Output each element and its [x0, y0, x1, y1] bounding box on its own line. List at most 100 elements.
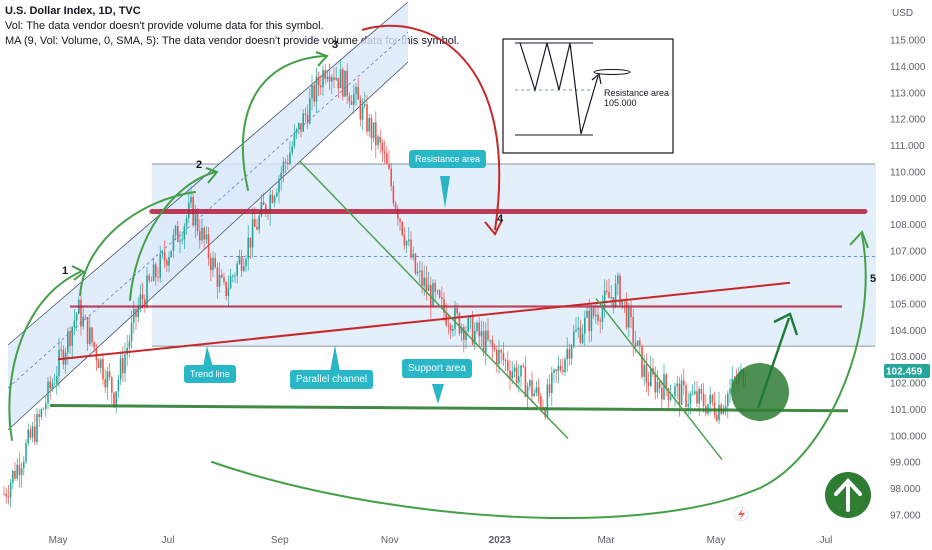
candle-body [526, 386, 529, 397]
candle [432, 279, 434, 307]
candle [654, 366, 656, 400]
candle [218, 262, 221, 293]
candle-body [157, 276, 159, 278]
callout-trend-pointer [203, 346, 213, 367]
candle-body [282, 161, 285, 173]
candle [641, 345, 643, 380]
candle-body [181, 239, 183, 241]
candle-body [93, 342, 95, 348]
candle [368, 113, 370, 137]
candle-body [522, 365, 524, 367]
candle-body [212, 257, 214, 271]
candle-body [7, 496, 10, 498]
candle-body [135, 308, 137, 317]
candle-body [493, 347, 496, 350]
candle-body [663, 374, 665, 400]
candle [247, 224, 249, 271]
candle [599, 317, 601, 334]
candle [108, 362, 111, 381]
candle [570, 344, 573, 365]
candle-body [676, 383, 678, 387]
candle [20, 462, 23, 488]
wave-number-2: 2 [196, 159, 202, 171]
candle-body [229, 276, 232, 289]
candle-body [700, 388, 703, 394]
candle-body [467, 317, 469, 332]
y-tick-label: 105.000 [890, 299, 927, 310]
y-tick-label: 104.000 [890, 326, 927, 337]
candle [619, 272, 621, 307]
current-price-label: 102.459 [886, 366, 923, 377]
candle [434, 279, 436, 301]
candle-body [368, 117, 370, 132]
candle-body [513, 367, 516, 372]
candle-body [456, 307, 458, 314]
candle [166, 257, 168, 273]
inset-zigzag [519, 42, 599, 135]
candle [130, 310, 133, 349]
y-tick-label: 111.000 [890, 141, 925, 152]
candle [342, 66, 344, 101]
candle-body [311, 85, 313, 99]
candle [106, 366, 109, 400]
candle-body [711, 394, 714, 403]
y-tick-label: 112.000 [890, 115, 926, 126]
candle-body [359, 99, 362, 120]
candle-body [249, 237, 252, 248]
y-tick-label: 113.000 [890, 88, 926, 99]
candle-body [293, 132, 296, 147]
candle-body [548, 384, 551, 394]
candle-body [12, 471, 14, 483]
candle [163, 240, 166, 268]
candle-body [482, 331, 485, 353]
legend-title: U.S. Dollar Index, 1D, TVC [5, 5, 141, 17]
candle-body [621, 299, 623, 305]
candle-body [306, 114, 309, 124]
candle [144, 294, 146, 313]
candle-body [449, 325, 452, 331]
candle-body [80, 299, 82, 327]
time-axis-bg [0, 528, 882, 550]
candle [573, 324, 575, 349]
candle [291, 140, 293, 156]
candle-body [524, 366, 527, 397]
candle-body [568, 349, 571, 359]
candle-body [471, 316, 474, 345]
candle [698, 386, 700, 416]
candle-body [487, 330, 489, 341]
candle [93, 341, 95, 353]
candle-body [434, 282, 436, 292]
candle-body [317, 76, 320, 86]
candle [636, 340, 639, 346]
candle [474, 322, 476, 350]
candle [559, 358, 562, 373]
candle-body [31, 426, 34, 438]
candle [452, 324, 454, 337]
candle-body [353, 93, 355, 105]
candle-body [91, 327, 93, 343]
candle-body [172, 234, 175, 251]
candle [491, 335, 494, 359]
candle-body [117, 379, 120, 392]
candle [522, 363, 524, 369]
candle-body [49, 381, 51, 389]
candle-body [729, 388, 731, 394]
candle-body [504, 360, 507, 361]
candle [614, 275, 617, 309]
candle [34, 414, 36, 446]
candle-body [262, 201, 265, 205]
candle-body [667, 388, 670, 400]
candle-body [511, 371, 513, 379]
candle-body [498, 349, 500, 365]
candle-body [383, 151, 386, 154]
candle [383, 140, 386, 164]
candle [31, 421, 34, 443]
candle [104, 369, 106, 394]
candle [80, 290, 82, 336]
candle [289, 141, 291, 166]
candle-body [438, 290, 441, 298]
current-price-badge [884, 363, 930, 378]
candle [401, 221, 403, 237]
candle-body [225, 281, 227, 297]
